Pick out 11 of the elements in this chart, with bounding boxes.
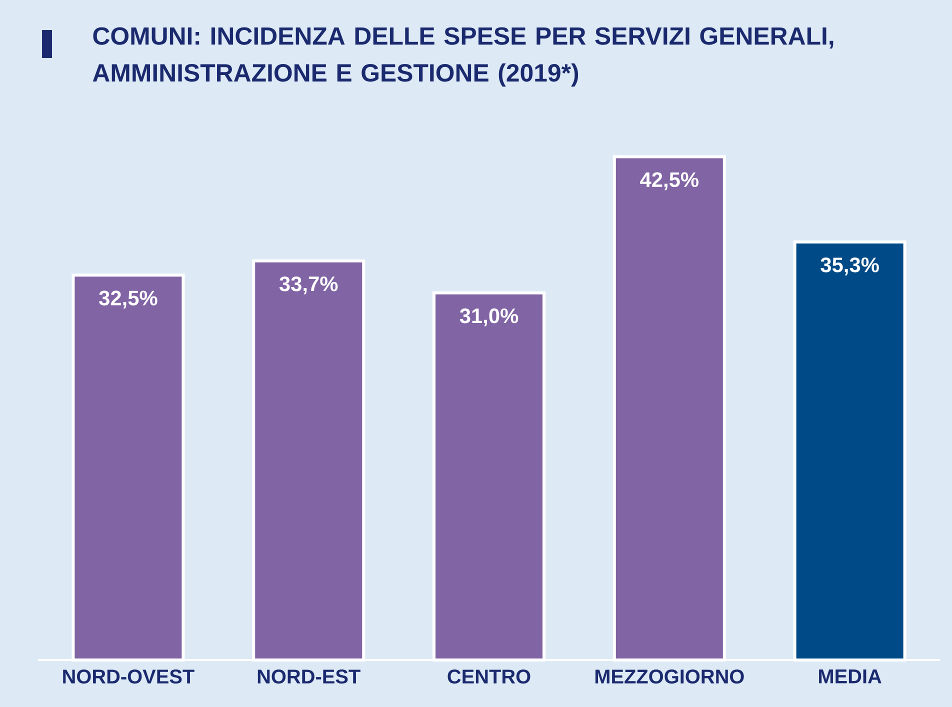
x-tick-label: NORD-OVEST — [63, 670, 194, 684]
data-label: 35,3% — [820, 258, 879, 276]
x-tick-label: NORD-EST — [258, 670, 360, 684]
data-label: 32,5% — [99, 290, 158, 308]
x-tick-label: CENTRO — [448, 670, 530, 684]
chart-title: COMUNI: INCIDENZA DELLE SPESE PER SERVIZI GENERALI, AMMINISTRAZIONE E GESTIONE (2019*) — [92, 27, 834, 87]
data-label: 33,7% — [279, 276, 338, 294]
x-tick-label: MEZZOGIORNO — [595, 670, 744, 684]
data-label: 31,0% — [460, 308, 518, 326]
data-label: 42,5% — [640, 172, 699, 190]
x-tick-label: MEDIA — [819, 670, 882, 684]
